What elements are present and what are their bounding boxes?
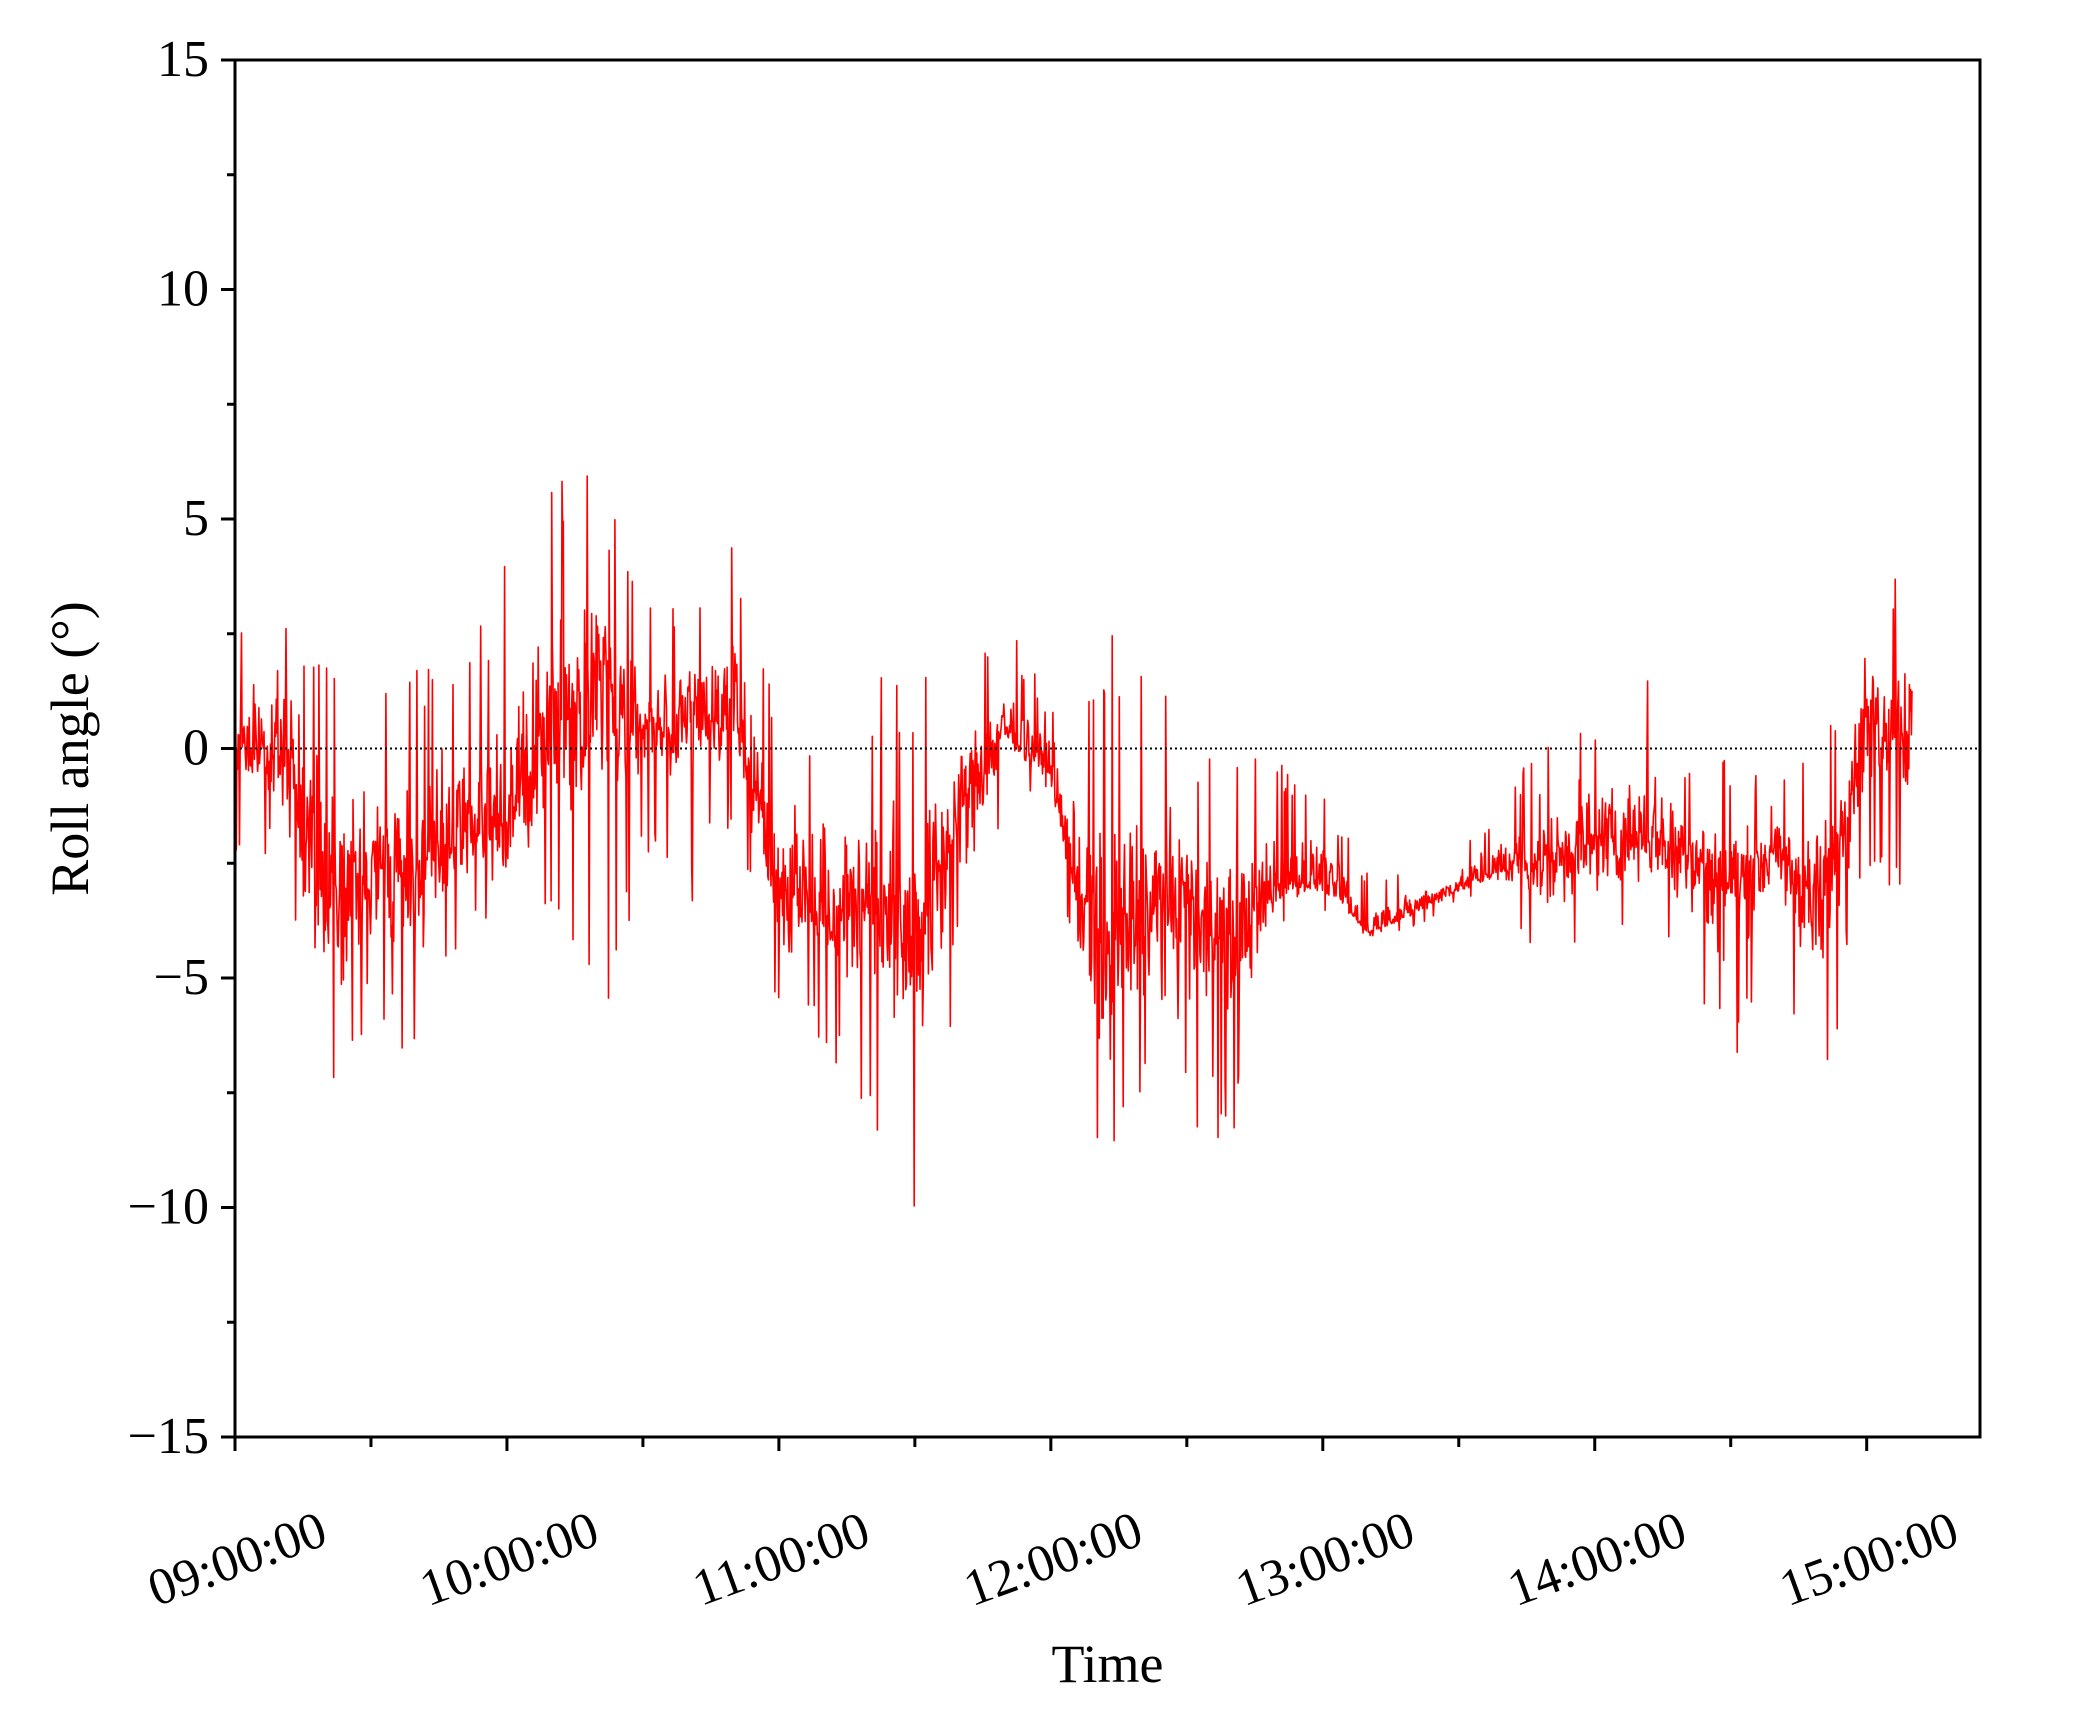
y-axis: 15 10 5 0 −5 −10 −15 [128,31,235,1465]
x-axis-title: Time [1051,1634,1163,1694]
y-axis-title: Roll angle (°) [40,601,100,896]
roll-angle-series-line [234,475,1913,1207]
y-tick-label: −10 [128,1179,209,1236]
y-tick-label: 15 [157,31,209,88]
x-tick-label: 13:00:00 [1229,1501,1422,1618]
y-tick-label: 10 [157,261,209,318]
x-tick-label: 11:00:00 [686,1501,877,1617]
x-axis: 09:00:00 10:00:00 11:00:00 12:00:00 13:00:00… [141,1437,1966,1618]
y-tick-label: −5 [154,949,209,1006]
x-tick-label: 15:00:00 [1772,1501,1965,1618]
series-layer [234,475,1913,1207]
y-tick-label: −15 [128,1408,209,1465]
x-tick-label: 10:00:00 [413,1501,606,1618]
y-tick-label: 5 [183,490,209,547]
y-tick-label: 0 [183,720,209,777]
x-tick-label: 14:00:00 [1500,1501,1693,1618]
x-tick-label: 09:00:00 [141,1501,334,1618]
x-tick-label: 12:00:00 [957,1501,1150,1618]
